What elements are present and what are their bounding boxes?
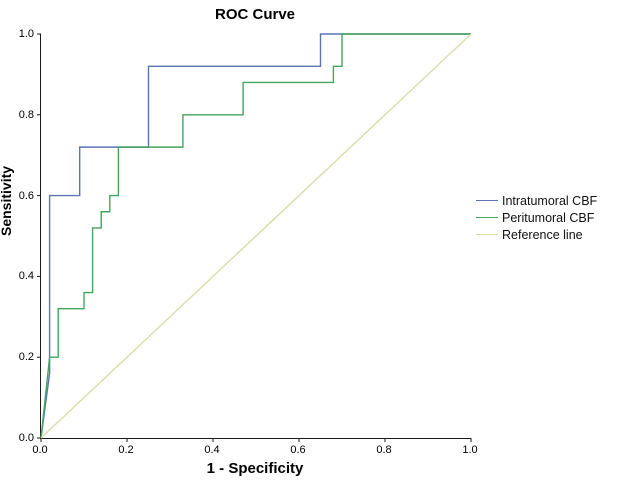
legend-label: Intratumoral CBF — [502, 193, 598, 208]
legend-label: Reference line — [502, 227, 583, 242]
x-tick-label: 0.0 — [32, 444, 48, 456]
peritumoral-cbf-curve — [40, 33, 471, 439]
y-tick-label: 0.8 — [18, 108, 34, 121]
legend: Intratumoral CBF Peritumoral CBF Reference… — [476, 192, 624, 243]
legend-item: Reference line — [476, 226, 624, 243]
chart-title: ROC Curve — [214, 6, 296, 23]
y-tick-label: 0.2 — [18, 351, 34, 364]
roc-curves-svg — [37, 33, 472, 442]
legend-item: Intratumoral CBF — [476, 192, 624, 209]
legend-swatch — [476, 217, 498, 218]
legend-item: Peritumoral CBF — [476, 209, 624, 226]
y-tick-label: 1.0 — [18, 28, 34, 40]
legend-swatch — [476, 234, 498, 235]
x-tick-label: 1.0 — [462, 444, 478, 456]
reference-line-curve — [40, 33, 472, 439]
y-tick-label: 0.6 — [18, 189, 34, 202]
x-tick-label: 0.6 — [290, 444, 306, 456]
legend-label: Peritumoral CBF — [502, 210, 595, 225]
y-tick-label: 0.4 — [18, 270, 34, 283]
legend-swatch — [476, 200, 498, 201]
x-tick-label: 0.8 — [376, 444, 392, 456]
x-axis-label: 1 - Specificity — [206, 460, 304, 477]
intratumoral-cbf-curve — [40, 33, 471, 439]
y-tick-label: 0.0 — [18, 432, 34, 444]
x-tick-label: 0.2 — [118, 444, 134, 456]
plot-area — [37, 33, 472, 442]
x-tick-label: 0.4 — [204, 444, 220, 456]
